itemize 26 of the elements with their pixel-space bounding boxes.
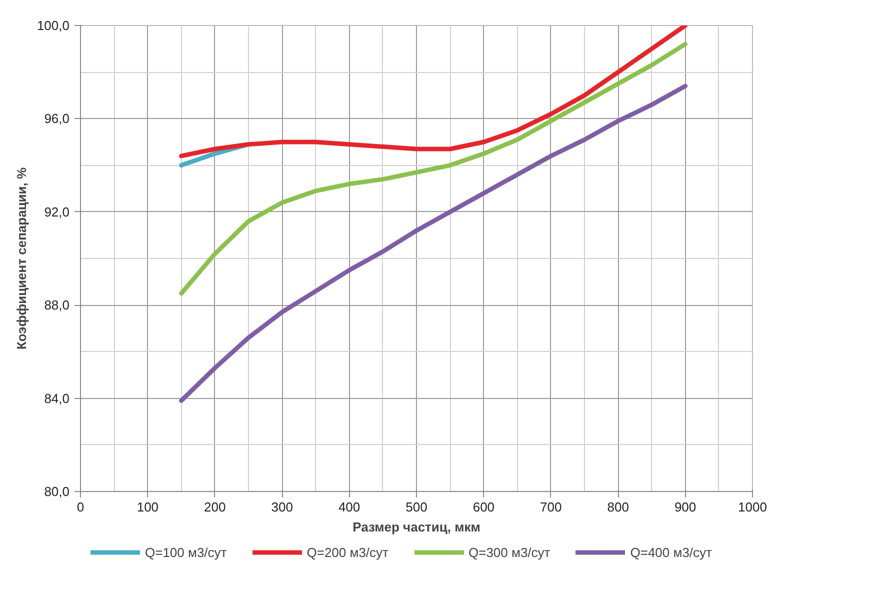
y-tick-label: 96,0 bbox=[44, 111, 70, 126]
x-tick-label: 200 bbox=[204, 500, 226, 514]
y-tick-label: 80,0 bbox=[44, 484, 70, 499]
x-axis-title: Размер частиц, мкм bbox=[352, 520, 480, 534]
x-tick-label: 600 bbox=[472, 500, 495, 514]
legend-label: Q=100 м3/сут bbox=[145, 544, 227, 560]
line-series bbox=[179, 42, 688, 296]
line-series bbox=[179, 26, 688, 158]
x-tick-label: 800 bbox=[607, 500, 629, 514]
x-tick-label: 100 bbox=[136, 500, 159, 514]
y-tick-label: 88,0 bbox=[44, 298, 70, 313]
legend-label: Q=400 м3/сут bbox=[630, 544, 712, 560]
x-tick-label: 400 bbox=[338, 500, 360, 514]
x-tick-label: 1000 bbox=[738, 500, 767, 514]
y-tick-label: 92,0 bbox=[44, 204, 70, 220]
x-tick-label: 500 bbox=[406, 500, 428, 514]
line-series bbox=[179, 84, 688, 403]
x-tick-label: 900 bbox=[674, 500, 696, 514]
x-tick-label: 300 bbox=[271, 500, 293, 514]
x-tick-label: 700 bbox=[540, 500, 562, 514]
y-tick-label: 100,0 bbox=[36, 18, 70, 33]
y-axis-title: Коэффициент сепарации, % bbox=[14, 166, 29, 350]
x-tick-label: 0 bbox=[76, 500, 84, 514]
legend-label: Q=200 м3/сут bbox=[306, 544, 388, 560]
y-tick-label: 84,0 bbox=[44, 390, 70, 406]
legend-label: Q=300 м3/сут bbox=[468, 544, 550, 560]
